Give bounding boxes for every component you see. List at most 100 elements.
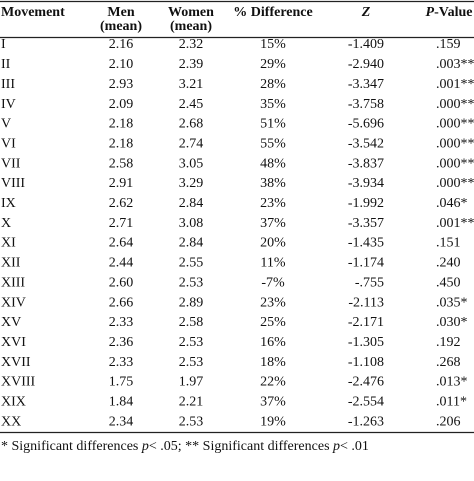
- table-cell: -3.837: [348, 156, 384, 171]
- header-cell: Women: [168, 5, 214, 20]
- table-cell: -1.992: [348, 196, 384, 211]
- table-cell: 38%: [260, 176, 286, 191]
- table-cell: .046*: [436, 196, 468, 211]
- table-cell: 2.16: [109, 37, 134, 52]
- table-cell: -1.174: [348, 256, 384, 271]
- footnote-text: p: [141, 439, 149, 454]
- table-cell: -1.435: [348, 236, 384, 251]
- table-cell: -2.476: [348, 375, 384, 390]
- table-cell: 1.97: [179, 375, 204, 390]
- table-cell: 3.29: [179, 176, 204, 191]
- table-cell: .011*: [436, 395, 467, 410]
- table-cell: .000**: [436, 97, 474, 112]
- table-cell: 23%: [260, 196, 286, 211]
- table-cell: 2.21: [179, 395, 204, 410]
- table-cell: 2.33: [109, 355, 134, 370]
- table-cell: XIX: [1, 395, 26, 410]
- table-cell: 2.53: [179, 335, 204, 350]
- table-cell: 51%: [260, 117, 286, 132]
- table-cell: 2.39: [179, 57, 204, 72]
- table-cell: 2.58: [109, 156, 134, 171]
- table-cell: 2.53: [179, 275, 204, 290]
- table-cell: 2.10: [109, 57, 134, 72]
- table-cell: .268: [436, 355, 461, 370]
- table-cell: 1.84: [109, 395, 134, 410]
- table-cell: .159: [436, 37, 461, 52]
- header-cell: Men: [107, 5, 134, 20]
- table-cell: .003**: [436, 57, 474, 72]
- table-cell: .030*: [436, 315, 468, 330]
- header-cell: (mean): [100, 19, 142, 34]
- table-cell: -7%: [261, 275, 285, 290]
- table-cell: 2.18: [109, 117, 134, 132]
- table-cell: XVI: [1, 335, 26, 350]
- table-cell: 2.58: [179, 315, 204, 330]
- table-cell: 29%: [260, 57, 286, 72]
- table-cell: -1.305: [348, 335, 384, 350]
- table-cell: -3.347: [348, 77, 384, 92]
- table-cell: 11%: [260, 256, 285, 271]
- table-cell: II: [1, 57, 11, 72]
- table-cell: -1.263: [348, 414, 384, 429]
- table-cell: 18%: [260, 355, 286, 370]
- table-cell: -2.113: [348, 295, 384, 310]
- table-cell: -2.554: [348, 395, 384, 410]
- table-cell: VII: [1, 156, 21, 171]
- footnote-text: < .01: [340, 439, 369, 454]
- header-cell: % Difference: [233, 5, 312, 20]
- table-cell: .450: [436, 275, 461, 290]
- table-cell: 2.64: [109, 236, 134, 251]
- table-cell: -3.934: [348, 176, 384, 191]
- footnote-text: * Significant differences: [1, 439, 142, 454]
- table-cell: 16%: [260, 335, 286, 350]
- table-cell: -5.696: [348, 117, 384, 132]
- table-cell: III: [1, 77, 15, 92]
- header-cell: P-Value: [426, 5, 473, 20]
- table-cell: -3.758: [348, 97, 384, 112]
- table-cell: 22%: [260, 375, 286, 390]
- table-cell: .192: [436, 335, 461, 350]
- table-cell: 48%: [260, 156, 286, 171]
- table-cell: XVIII: [1, 375, 36, 390]
- table-cell: -1.108: [348, 355, 384, 370]
- table-cell: 23%: [260, 295, 286, 310]
- header-cell: Z: [361, 5, 371, 20]
- table-cell: 55%: [260, 136, 286, 151]
- table-cell: 2.36: [109, 335, 134, 350]
- table-cell: 2.60: [109, 275, 134, 290]
- table-cell: -2.171: [348, 315, 384, 330]
- table-cell: 3.21: [179, 77, 204, 92]
- table-cell: 19%: [260, 414, 286, 429]
- table-cell: 2.53: [179, 414, 204, 429]
- table-cell: V: [1, 117, 11, 132]
- table-cell: 3.08: [179, 216, 204, 231]
- table-cell: .206: [436, 414, 461, 429]
- table-cell: .000**: [436, 176, 474, 191]
- table-cell: XI: [1, 236, 16, 251]
- table-cell: .000**: [436, 136, 474, 151]
- table-cell: VI: [1, 136, 16, 151]
- header-cell: Movement: [1, 5, 65, 20]
- table-cell: 2.33: [109, 315, 134, 330]
- table-cell: I: [1, 37, 6, 52]
- table-cell: XX: [1, 414, 21, 429]
- table-cell: XII: [1, 256, 21, 271]
- table-cell: 28%: [260, 77, 286, 92]
- table-cell: 2.91: [109, 176, 134, 191]
- header-text: P: [426, 5, 435, 20]
- table-cell: .035*: [436, 295, 468, 310]
- table-cell: 2.53: [179, 355, 204, 370]
- table-cell: .013*: [436, 375, 468, 390]
- header-cell: (mean): [170, 19, 212, 34]
- table-cell: 35%: [260, 97, 286, 112]
- table-cell: XVII: [1, 355, 31, 370]
- table-cell: 2.62: [109, 196, 134, 211]
- table-cell: IX: [1, 196, 16, 211]
- table-cell: XV: [1, 315, 21, 330]
- table-cell: 3.05: [179, 156, 204, 171]
- table-cell: .151: [436, 236, 461, 251]
- footnote-text: p: [332, 439, 340, 454]
- table-cell: VIII: [1, 176, 25, 191]
- table-cell: -2.940: [348, 57, 384, 72]
- table-cell: .001**: [436, 216, 474, 231]
